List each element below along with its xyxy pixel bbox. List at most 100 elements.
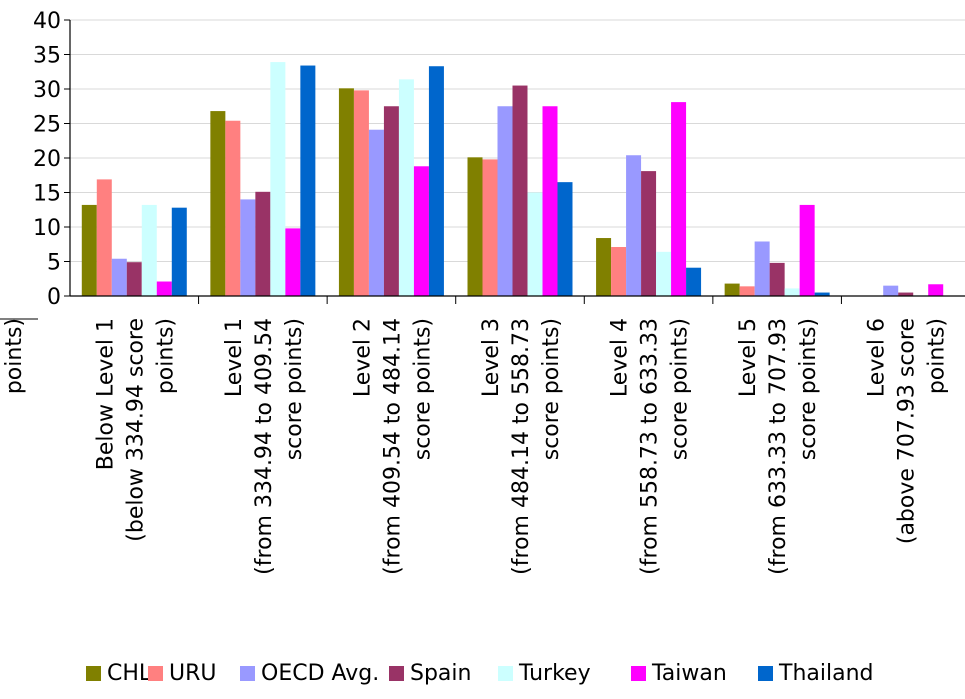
category-label-line: points) [925,318,950,394]
bar-oecd-avg--1 [111,258,127,296]
legend-label: CHL [107,661,152,686]
bar-chl-6 [724,283,740,296]
bar-taiwan-7 [928,284,944,296]
y-tick-label: 35 [33,44,61,69]
legend-swatch [498,666,513,681]
bar-chl-3 [338,88,354,296]
legend-label: Spain [410,661,471,686]
clipped-category-label: points) [2,318,27,394]
category-label-line: (from 633.33 to 707.93 [766,318,791,575]
bar-spain-5 [641,171,657,296]
legend-swatch [389,666,404,681]
y-tick-label: 20 [33,147,61,172]
category-label: Level 5 (from 633.33 to 707.93 score point… [736,318,821,575]
bar-spain-3 [383,106,399,296]
bar-taiwan-4 [542,106,558,296]
bar-spain-4 [512,85,528,296]
bar-uru-3 [353,90,369,296]
bar-thailand-5 [686,267,702,296]
legend-swatch [758,666,773,681]
bar-uru-1 [96,179,112,296]
category-label-line: (from 558.73 to 633.33 [638,318,663,575]
bar-turkey-2 [270,62,286,297]
bar-oecd-avg--3 [368,129,384,296]
bar-oecd-avg--7 [883,285,899,296]
bar-oecd-avg--6 [754,241,770,296]
bar-chl-2 [210,111,226,296]
legend-label: OECD Avg. [261,661,379,686]
legend-swatch [148,666,163,681]
bar-uru-4 [482,159,498,296]
bar-turkey-1 [141,204,157,296]
y-tick-label: 5 [47,251,61,276]
category-label-line: Level 6 [865,318,890,397]
bar-turkey-3 [398,79,414,296]
category-label: Level 3 (from 484.14 to 558.73 score point… [479,318,564,575]
y-tick-label: 40 [33,9,61,34]
legend-swatch [631,666,646,681]
y-axis-tick-labels: 0 5 10 15 20 25 30 35 40 [33,9,61,310]
bar-taiwan-3 [413,166,429,296]
category-label-line: Level 2 [350,318,375,397]
category-label-line: score points) [668,318,693,460]
y-tick-label: 10 [33,216,61,241]
category-label-line: (from 334.94 to 409.54 [252,318,277,575]
bar-oecd-avg--2 [240,199,256,296]
y-tick-label: 0 [47,285,61,310]
bar-uru-5 [611,247,627,296]
bar-spain-2 [255,191,271,296]
x-axis-category-labels: Below Level 1 (below 334.94 score points) L… [2,318,950,575]
category-label-line: (above 707.93 score [895,318,920,544]
bar-oecd-avg--5 [626,155,642,296]
category-label: Level 2 (from 409.54 to 484.14 score point… [350,318,435,575]
legend-swatch [86,666,101,681]
bar-thailand-3 [428,66,444,296]
legend-item: OECD Avg. [240,661,379,686]
legend-swatch [240,666,255,681]
bar-chl-5 [596,238,612,296]
bar-thailand-4 [557,182,573,296]
legend-item: Spain [389,661,471,686]
category-label-line: points) [153,318,178,394]
bar-spain-6 [769,262,785,296]
bar-turkey-4 [527,192,543,296]
legend: CHL URU OECD Avg. Spain Turkey Taiwan Thailand [86,661,873,686]
bar-taiwan-2 [285,228,301,296]
y-tick-label: 30 [33,78,61,103]
bar-spain-1 [126,262,142,296]
category-label-line: Level 5 [736,318,761,397]
bar-turkey-5 [656,251,672,296]
bar-chl-1 [81,204,97,296]
bar-thailand-6 [814,292,830,296]
legend-label: URU [169,661,217,686]
bar-uru-6 [739,286,755,296]
category-label: Level 1 (from 334.94 to 409.54 score point… [222,318,307,575]
bar-taiwan-5 [671,102,687,296]
bar-turkey-6 [784,288,800,296]
bar-taiwan-6 [799,204,815,296]
y-tick-label: 15 [33,182,61,207]
bar-spain-7 [898,292,914,296]
bar-thailand-1 [171,207,187,296]
legend-item: Taiwan [631,661,727,686]
category-label-line: Below Level 1 [93,318,118,470]
category-label: Level 6 (above 707.93 score points) [865,318,950,544]
category-label-line: Level 1 [222,318,247,397]
category-label-line: score points) [539,318,564,460]
category-label: Below Level 1 (below 334.94 score points) [93,318,178,542]
category-label-line: Level 3 [479,318,504,397]
bars [81,62,944,297]
bar-thailand-2 [300,65,316,296]
legend-item: Thailand [758,661,873,686]
legend-item: URU [148,661,217,686]
category-label-line: score points) [410,318,435,460]
legend-label: Turkey [518,661,591,686]
category-label-line: score points) [796,318,821,460]
category-label: Level 4 (from 558.73 to 633.33 score point… [608,318,693,575]
legend-item: CHL [86,661,152,686]
category-label-line: (from 409.54 to 484.14 [380,318,405,575]
category-label-line: (below 334.94 score [123,318,148,542]
axes [0,19,965,320]
category-label-line: (from 484.14 to 558.73 [509,318,534,575]
